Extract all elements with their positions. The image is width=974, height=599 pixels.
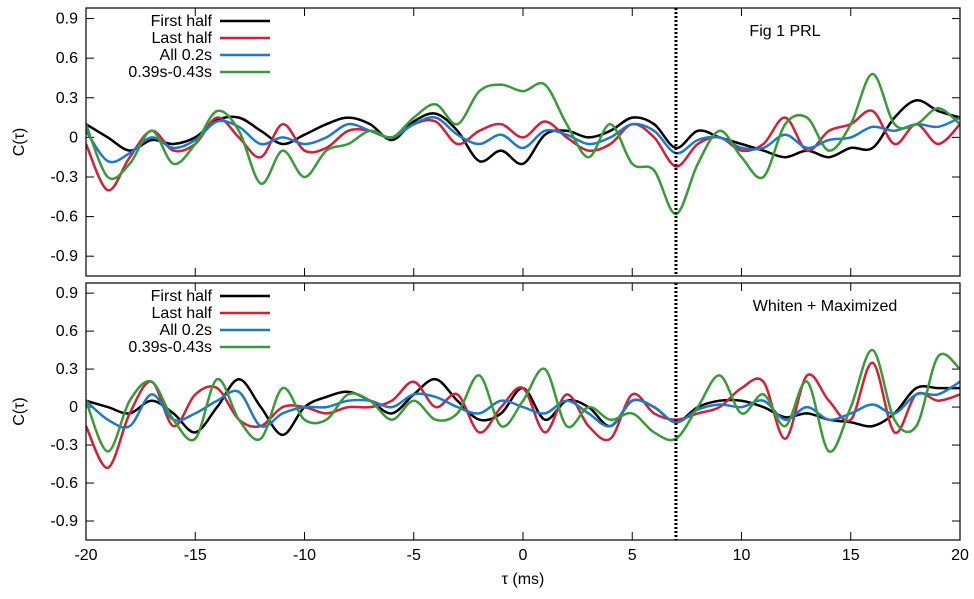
x-tick-label: 10 [733, 547, 751, 564]
legend-label: 0.39s-0.43s [128, 339, 212, 356]
x-tick-label: 0 [519, 547, 528, 564]
x-tick-label: 15 [842, 547, 860, 564]
y-tick-label: 0.3 [56, 90, 78, 107]
series-line-3 [86, 115, 960, 164]
y-tick-label: -0.6 [50, 475, 78, 492]
y-tick-label: 0.6 [56, 323, 78, 340]
legend-label: Last half [152, 30, 213, 47]
legend-label: 0.39s-0.43s [128, 64, 212, 81]
plot-frame [85, 282, 961, 541]
x-axis-label: τ (ms) [502, 571, 545, 588]
y-axis-label: C(τ) [11, 397, 28, 426]
panel-annotation: Whiten + Maximized [753, 298, 898, 315]
legend-label: All 0.2s [160, 322, 212, 339]
series-line-2 [86, 361, 960, 470]
x-tick-label: 5 [628, 547, 637, 564]
legend-label: Last half [152, 305, 213, 322]
y-tick-label: -0.9 [50, 248, 78, 265]
y-tick-label: -0.3 [50, 169, 78, 186]
y-tick-label: -0.9 [50, 513, 78, 530]
series-line-1 [86, 99, 960, 166]
legend-label: First half [151, 288, 213, 305]
panel-annotation: Fig 1 PRL [749, 23, 820, 40]
x-tick-label: -15 [184, 547, 207, 564]
series-line-2 [86, 109, 960, 192]
y-tick-label: 0.9 [56, 11, 78, 28]
x-tick-label: 20 [951, 547, 969, 564]
series-line-3 [86, 380, 960, 429]
bottom-panel: 0.9 0.6 0.3 0 -0.3 -0.6 -0.9 -20 -15 -10 -5 0 5 10 15 2… [11, 282, 969, 588]
plot-frame [85, 7, 961, 277]
y-tick-label: 0.9 [56, 285, 78, 302]
series-line-4 [86, 348, 960, 453]
y-tick-label: 0.3 [56, 361, 78, 378]
legend-label: First half [151, 13, 213, 30]
series-line-4 [86, 72, 960, 216]
x-tick-label: -10 [293, 547, 316, 564]
y-tick-label: 0 [69, 399, 78, 416]
y-axis-label: C(τ) [11, 128, 28, 157]
y-tick-label: -0.6 [50, 209, 78, 226]
x-tick-label: -20 [74, 547, 97, 564]
x-tick-label: -5 [407, 547, 421, 564]
y-tick-label: -0.3 [50, 437, 78, 454]
y-tick-label: 0 [69, 129, 78, 146]
legend-label: All 0.2s [160, 47, 212, 64]
y-tick-label: 0.6 [56, 50, 78, 67]
